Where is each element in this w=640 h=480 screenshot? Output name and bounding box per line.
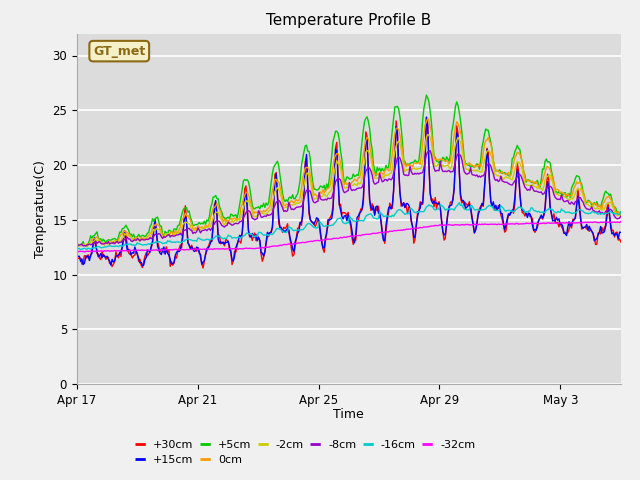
+30cm — [574, 186, 582, 192]
-32cm — [115, 248, 122, 253]
Line: -32cm: -32cm — [77, 221, 621, 252]
+5cm — [115, 234, 122, 240]
-32cm — [388, 228, 396, 234]
-32cm — [451, 222, 458, 228]
-2cm — [617, 213, 625, 218]
+30cm — [453, 123, 461, 129]
+30cm — [617, 239, 625, 245]
-8cm — [116, 239, 124, 245]
+15cm — [390, 187, 397, 193]
-2cm — [390, 156, 397, 161]
0cm — [495, 168, 502, 174]
+30cm — [495, 203, 502, 208]
+30cm — [199, 265, 207, 271]
-2cm — [82, 243, 90, 249]
+5cm — [452, 104, 460, 109]
Y-axis label: Temperature(C): Temperature(C) — [34, 160, 47, 258]
-32cm — [492, 221, 500, 227]
-8cm — [73, 243, 81, 249]
Line: 0cm: 0cm — [77, 118, 621, 246]
-8cm — [79, 243, 87, 249]
+5cm — [573, 173, 580, 179]
+30cm — [115, 255, 122, 261]
Legend: +30cm, +15cm, +5cm, 0cm, -2cm, -8cm, -16cm, -32cm: +30cm, +15cm, +5cm, 0cm, -2cm, -8cm, -16… — [131, 435, 480, 469]
-16cm — [574, 207, 582, 213]
Title: Temperature Profile B: Temperature Profile B — [266, 13, 431, 28]
-32cm — [504, 221, 511, 227]
+30cm — [422, 115, 430, 120]
-32cm — [572, 220, 579, 226]
0cm — [453, 119, 461, 125]
Line: +5cm: +5cm — [77, 95, 621, 247]
-8cm — [426, 148, 434, 154]
-2cm — [574, 186, 582, 192]
-16cm — [73, 246, 81, 252]
-32cm — [73, 249, 81, 255]
+5cm — [504, 173, 512, 179]
+15cm — [506, 213, 513, 218]
+5cm — [73, 244, 81, 250]
+15cm — [139, 263, 147, 269]
0cm — [73, 242, 81, 248]
0cm — [116, 234, 124, 240]
+15cm — [574, 193, 582, 199]
+30cm — [73, 253, 81, 259]
-16cm — [452, 204, 460, 210]
-8cm — [453, 154, 461, 159]
0cm — [424, 115, 431, 121]
+30cm — [506, 211, 513, 216]
Line: +15cm: +15cm — [77, 117, 621, 266]
-2cm — [73, 242, 81, 248]
Line: -8cm: -8cm — [77, 151, 621, 246]
-16cm — [495, 208, 502, 214]
+15cm — [422, 114, 430, 120]
-16cm — [456, 200, 463, 205]
+5cm — [388, 127, 396, 132]
Line: -2cm: -2cm — [77, 134, 621, 246]
-32cm — [617, 218, 625, 224]
0cm — [390, 139, 397, 144]
-2cm — [506, 175, 513, 181]
-2cm — [116, 239, 124, 244]
-8cm — [506, 181, 513, 187]
-16cm — [116, 243, 124, 249]
0cm — [574, 180, 582, 186]
-2cm — [424, 132, 431, 137]
+30cm — [390, 189, 397, 194]
+15cm — [73, 255, 81, 261]
+5cm — [493, 168, 501, 173]
+5cm — [422, 92, 430, 98]
-8cm — [574, 195, 582, 201]
-16cm — [390, 213, 397, 219]
0cm — [78, 243, 86, 249]
-16cm — [77, 247, 84, 252]
-2cm — [495, 173, 502, 179]
-8cm — [495, 179, 502, 184]
-16cm — [506, 207, 513, 213]
+15cm — [617, 229, 625, 235]
X-axis label: Time: Time — [333, 408, 364, 421]
-8cm — [617, 213, 625, 219]
+15cm — [453, 130, 461, 136]
-8cm — [390, 170, 397, 176]
Line: +30cm: +30cm — [77, 118, 621, 268]
-2cm — [453, 137, 461, 143]
-16cm — [617, 209, 625, 215]
+15cm — [495, 205, 502, 211]
Text: GT_met: GT_met — [93, 45, 145, 58]
0cm — [617, 210, 625, 216]
+15cm — [115, 252, 122, 258]
+5cm — [617, 211, 625, 217]
Line: -16cm: -16cm — [77, 203, 621, 250]
0cm — [506, 173, 513, 179]
